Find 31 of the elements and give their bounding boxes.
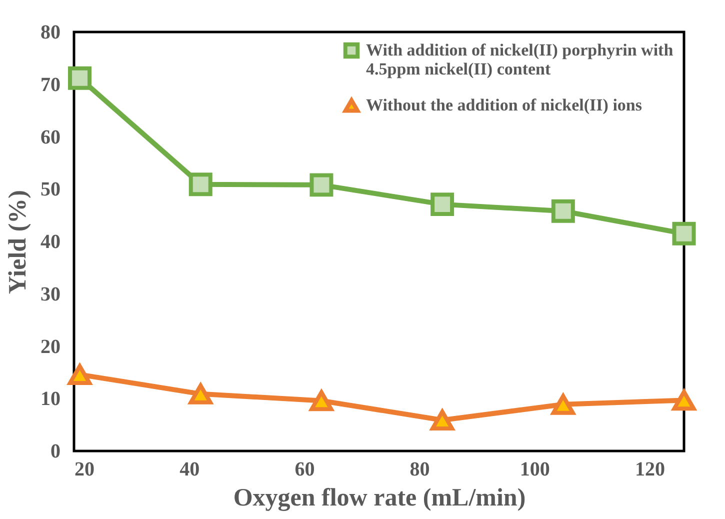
y-tick-label: 30 xyxy=(40,283,60,306)
point xyxy=(672,222,696,246)
legend-label: Without the addition of nickel(II) ions xyxy=(366,96,642,114)
y-tick-label: 0 xyxy=(50,440,60,462)
point xyxy=(68,66,92,90)
y-tick-label: 20 xyxy=(40,336,60,358)
y-tick-label: 40 xyxy=(40,231,60,253)
point xyxy=(188,172,212,196)
x-tick-label: 100 xyxy=(520,458,550,480)
y-tick-label: 70 xyxy=(40,74,60,96)
x-axis-title: Oxygen flow rate (mL/min) xyxy=(233,484,526,512)
legend-label: With addition of nickel(II) porphyrin with 4.5ppm nickel(II) content xyxy=(366,40,674,78)
point xyxy=(310,173,334,197)
x-tick-label: 60 xyxy=(294,458,315,480)
x-tick-label: 120 xyxy=(634,458,665,480)
y-tick-label: 10 xyxy=(40,388,60,410)
y-tick-label: 50 xyxy=(40,178,60,201)
point xyxy=(188,383,212,404)
point xyxy=(68,364,92,385)
y-axis-title: Yield (%) xyxy=(4,190,32,294)
point xyxy=(551,394,575,415)
point xyxy=(672,390,696,411)
x-tick-label: 80 xyxy=(410,458,430,480)
point xyxy=(310,390,334,412)
x-tick-label: 40 xyxy=(180,458,200,480)
point xyxy=(430,410,454,431)
y-tick-label: 80 xyxy=(40,22,60,44)
x-tick-label: 20 xyxy=(74,458,94,480)
point xyxy=(551,199,575,223)
y-tick-label: 60 xyxy=(40,126,60,148)
point xyxy=(430,192,454,216)
